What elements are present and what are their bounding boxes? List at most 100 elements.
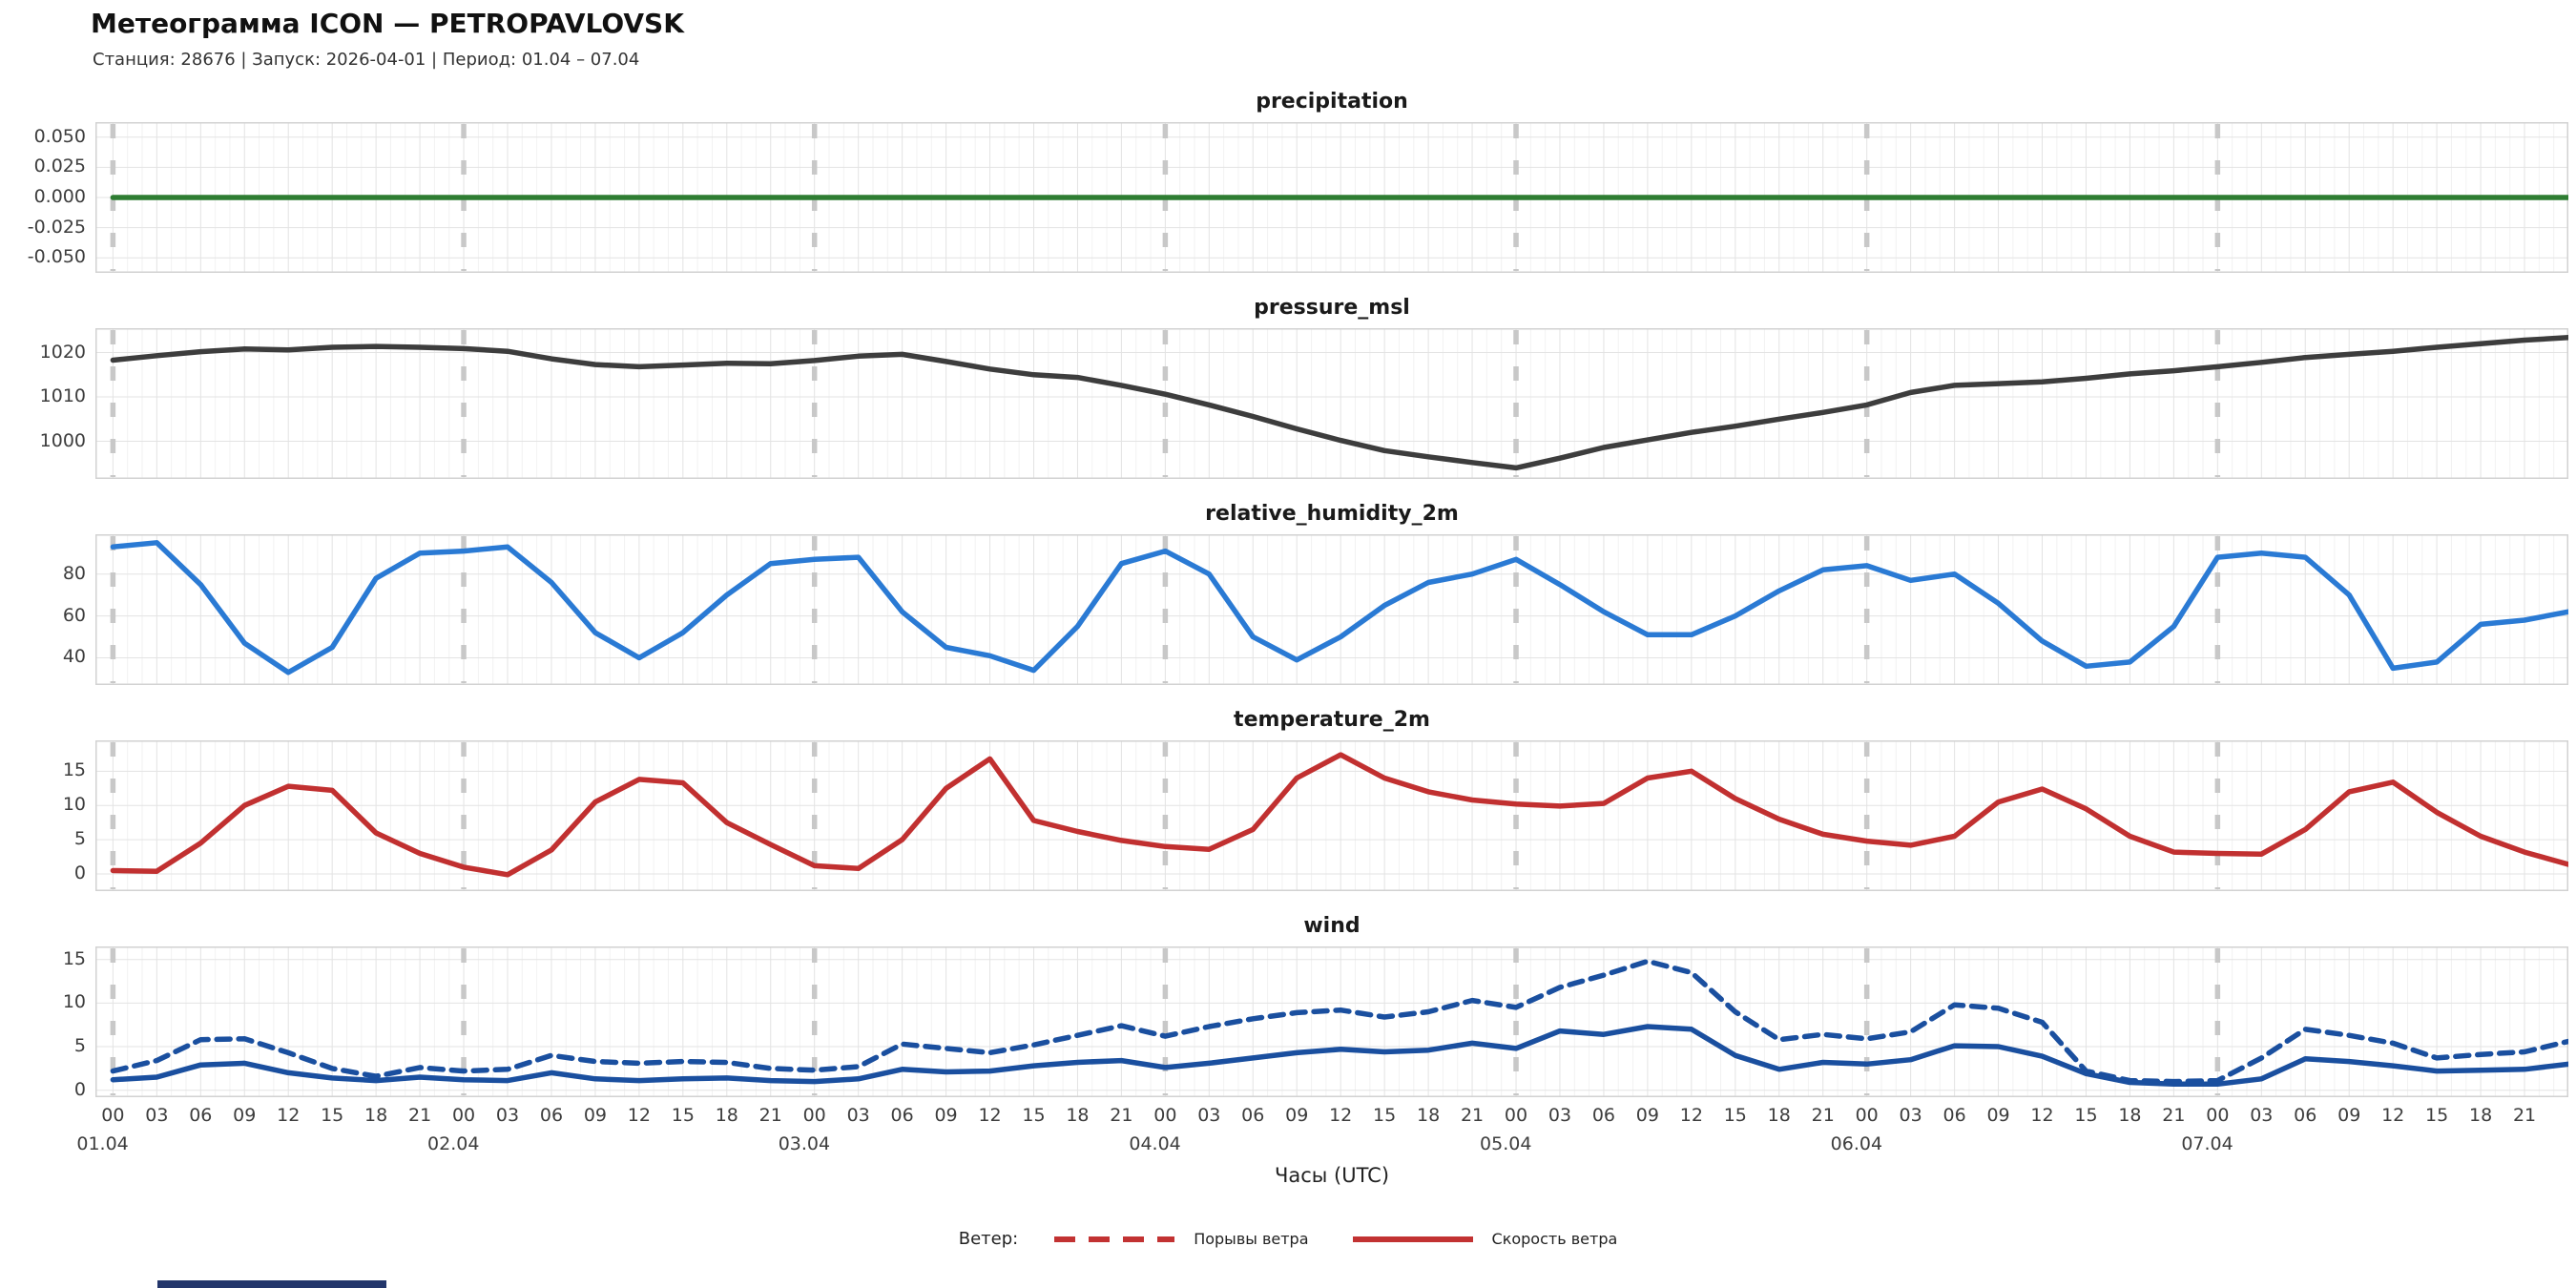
y-tick-label: 0 — [73, 1078, 86, 1100]
y-tick-label: 1020 — [39, 341, 86, 363]
x-hour-label: 06 — [2294, 1105, 2317, 1126]
x-hour-label: 00 — [2206, 1105, 2230, 1126]
panel-title-temperature_2m: temperature_2m — [1234, 708, 1430, 732]
panel-title-relative_humidity_2m: relative_humidity_2m — [1205, 502, 1459, 526]
legend-item-gusts: Порывы ветра — [1052, 1230, 1309, 1248]
x-hour-label: 09 — [1635, 1105, 1659, 1126]
y-tick-label: 40 — [62, 646, 86, 668]
series-Скорость ветра — [110, 1024, 2568, 1088]
y-tick-label: 5 — [73, 1035, 86, 1057]
series-pressure_msl — [110, 335, 2568, 471]
x-hour-label: 21 — [758, 1105, 782, 1126]
x-hour-label: 03 — [1548, 1105, 1572, 1126]
page-title: Метеограмма ICON — PETROPAVLOVSK — [91, 8, 684, 39]
x-hour-label: 06 — [189, 1105, 213, 1126]
x-hour-label: 00 — [802, 1105, 826, 1126]
x-hour-label: 15 — [2074, 1105, 2098, 1126]
x-hour-label: 15 — [671, 1105, 695, 1126]
wind-legend: Ветер: Порывы ветра Скорость ветра — [0, 1229, 2576, 1249]
y-tick-label: -0.025 — [27, 216, 86, 238]
y-tick-label: 0.050 — [33, 125, 86, 147]
panel-title-pressure_msl: pressure_msl — [1254, 296, 1410, 320]
x-hour-label: 03 — [846, 1105, 870, 1126]
solid-line-swatch-icon — [1352, 1236, 1473, 1242]
chart-wind — [95, 946, 2568, 1097]
x-hour-label: 18 — [715, 1105, 738, 1126]
x-hour-label: 18 — [364, 1105, 388, 1126]
x-hour-label: 12 — [627, 1105, 651, 1126]
x-hour-label: 03 — [1899, 1105, 1922, 1126]
x-hour-label: 00 — [1504, 1105, 1528, 1126]
x-hour-label: 21 — [407, 1105, 432, 1126]
legend-item-speed: Скорость ветра — [1351, 1230, 1617, 1248]
panel-title-wind: wind — [1303, 914, 1361, 938]
x-hour-label: 06 — [1241, 1105, 1265, 1126]
y-tick-label: 10 — [62, 794, 86, 816]
x-date-label: 02.04 — [427, 1133, 480, 1154]
series-temperature_2m — [110, 752, 2568, 878]
x-hour-label: 15 — [1373, 1105, 1397, 1126]
chart-temperature_2m — [95, 740, 2568, 891]
x-axis-title: Часы (UTC) — [1274, 1164, 1390, 1187]
x-hour-label: 12 — [978, 1105, 1002, 1126]
legend-title: Ветер: — [958, 1229, 1019, 1249]
x-hour-label: 18 — [1066, 1105, 1090, 1126]
x-hour-label: 00 — [1153, 1105, 1177, 1126]
x-hour-label: 03 — [495, 1105, 520, 1126]
x-hour-label: 15 — [1723, 1105, 1747, 1126]
x-hour-label: 09 — [1285, 1105, 1309, 1126]
y-tick-label: 0 — [73, 862, 86, 884]
y-tick-label: 5 — [73, 828, 86, 850]
x-date-label: 03.04 — [778, 1133, 831, 1154]
x-hour-label: 00 — [451, 1105, 476, 1126]
y-tick-label: 60 — [62, 604, 86, 626]
x-hour-label: 03 — [145, 1105, 169, 1126]
page-subtitle: Станция: 28676 | Запуск: 2026-04-01 | Пе… — [93, 50, 640, 70]
x-hour-label: 09 — [934, 1105, 958, 1126]
x-hour-label: 06 — [890, 1105, 914, 1126]
x-hour-label: 18 — [1767, 1105, 1791, 1126]
x-hour-label: 09 — [1986, 1105, 2010, 1126]
series-relative_humidity_2m — [110, 540, 2568, 675]
x-hour-label: 12 — [2381, 1105, 2405, 1126]
panel-title-precipitation: precipitation — [1256, 90, 1408, 114]
y-tick-label: 10 — [62, 991, 86, 1013]
x-hour-label: 18 — [2118, 1105, 2142, 1126]
legend-label: Порывы ветра — [1194, 1230, 1309, 1248]
dashed-line-swatch-icon — [1054, 1236, 1175, 1242]
x-date-label: 06.04 — [1830, 1133, 1883, 1154]
x-hour-label: 21 — [1811, 1105, 1835, 1126]
chart-relative_humidity_2m — [95, 534, 2568, 685]
chart-precipitation — [95, 122, 2568, 273]
y-tick-label: 15 — [62, 759, 86, 781]
y-tick-label: 0.025 — [33, 156, 86, 177]
x-hour-label: 21 — [1110, 1105, 1133, 1126]
x-hour-label: 00 — [1855, 1105, 1879, 1126]
x-hour-label: 06 — [1942, 1105, 1966, 1126]
x-hour-label: 15 — [2425, 1105, 2449, 1126]
x-hour-label: 06 — [539, 1105, 564, 1126]
x-hour-label: 09 — [583, 1105, 607, 1126]
x-hour-label: 09 — [2337, 1105, 2361, 1126]
x-hour-label: 21 — [2162, 1105, 2186, 1126]
x-hour-label: 06 — [1591, 1105, 1616, 1126]
x-hour-label: 21 — [2512, 1105, 2537, 1126]
x-hour-label: 18 — [2468, 1105, 2493, 1126]
x-hour-label: 18 — [1417, 1105, 1441, 1126]
x-hour-label: 12 — [1329, 1105, 1353, 1126]
footer-accent-bar — [157, 1280, 386, 1288]
x-date-label: 05.04 — [1480, 1133, 1532, 1154]
x-hour-label: 12 — [277, 1105, 301, 1126]
y-tick-label: 15 — [62, 947, 86, 969]
x-hour-label: 12 — [2030, 1105, 2054, 1126]
x-hour-label: 12 — [1679, 1105, 1703, 1126]
chart-pressure_msl — [95, 328, 2568, 479]
y-tick-label: 80 — [62, 562, 86, 584]
x-hour-label: 15 — [1022, 1105, 1046, 1126]
x-hour-label: 03 — [1197, 1105, 1221, 1126]
y-tick-label: 0.000 — [33, 186, 86, 207]
x-hour-label: 00 — [101, 1105, 125, 1126]
y-tick-label: 1000 — [39, 429, 86, 451]
y-tick-label: -0.050 — [27, 246, 86, 268]
x-date-label: 04.04 — [1129, 1133, 1181, 1154]
